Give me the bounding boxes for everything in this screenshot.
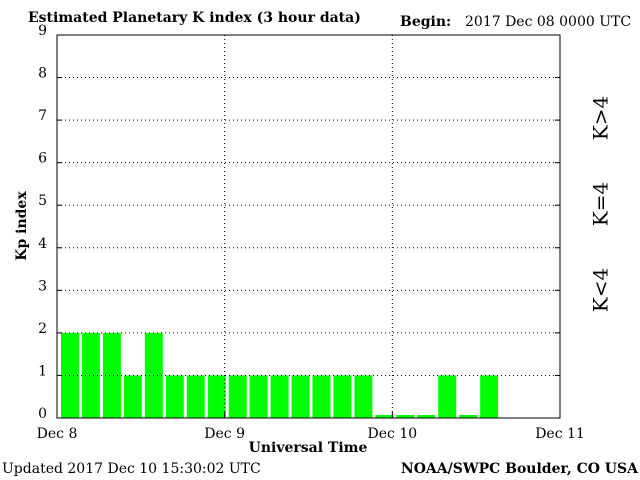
bar bbox=[438, 375, 457, 418]
y-tick-label: 2 bbox=[38, 321, 47, 337]
y-tick-label: 3 bbox=[38, 278, 47, 294]
bar bbox=[249, 375, 268, 418]
plot-frame bbox=[56, 34, 561, 419]
chart-title: Estimated Planetary K index (3 hour data… bbox=[28, 10, 361, 26]
bar bbox=[207, 375, 226, 418]
legend-entry: K=4 bbox=[589, 182, 613, 226]
x-tick-label: Dec 10 bbox=[368, 426, 418, 442]
bar bbox=[459, 415, 478, 418]
x-tick-label: Dec 9 bbox=[204, 426, 245, 442]
bar bbox=[417, 415, 436, 418]
bar bbox=[312, 375, 331, 418]
bar bbox=[354, 375, 373, 418]
y-tick-label: 9 bbox=[38, 23, 47, 39]
updated: Updated 2017 Dec 10 15:30:02 UTC bbox=[2, 461, 261, 477]
bar bbox=[186, 375, 205, 418]
x-tick-label: Dec 8 bbox=[37, 426, 78, 442]
begin-date: 2017 Dec 08 0000 UTC bbox=[465, 14, 631, 30]
bar bbox=[396, 415, 415, 418]
bar bbox=[291, 375, 310, 418]
bar bbox=[123, 375, 142, 418]
y-tick-label: 6 bbox=[38, 151, 47, 167]
bar bbox=[165, 375, 184, 418]
y-axis-label: Kp index bbox=[14, 191, 30, 261]
y-tick-label: 8 bbox=[38, 66, 47, 82]
x-tick-label: Dec 11 bbox=[535, 426, 585, 442]
y-tick-label: 0 bbox=[38, 406, 47, 422]
x-axis-label: Universal Time bbox=[249, 440, 368, 456]
legend-entry: K<4 bbox=[589, 268, 613, 312]
y-tick-label: 1 bbox=[38, 363, 47, 379]
bar bbox=[102, 332, 121, 418]
bar bbox=[375, 415, 394, 418]
source: NOAA/SWPC Boulder, CO USA bbox=[401, 461, 639, 477]
y-tick-label: 4 bbox=[38, 236, 47, 252]
bar bbox=[81, 332, 100, 418]
y-tick-label: 5 bbox=[38, 193, 47, 209]
y-tick-label: 7 bbox=[38, 108, 47, 124]
bar bbox=[228, 375, 247, 418]
bar bbox=[333, 375, 352, 418]
bar bbox=[270, 375, 289, 418]
bar bbox=[480, 375, 499, 418]
begin-label: Begin: bbox=[400, 14, 451, 30]
legend-entry: K>4 bbox=[589, 96, 613, 140]
